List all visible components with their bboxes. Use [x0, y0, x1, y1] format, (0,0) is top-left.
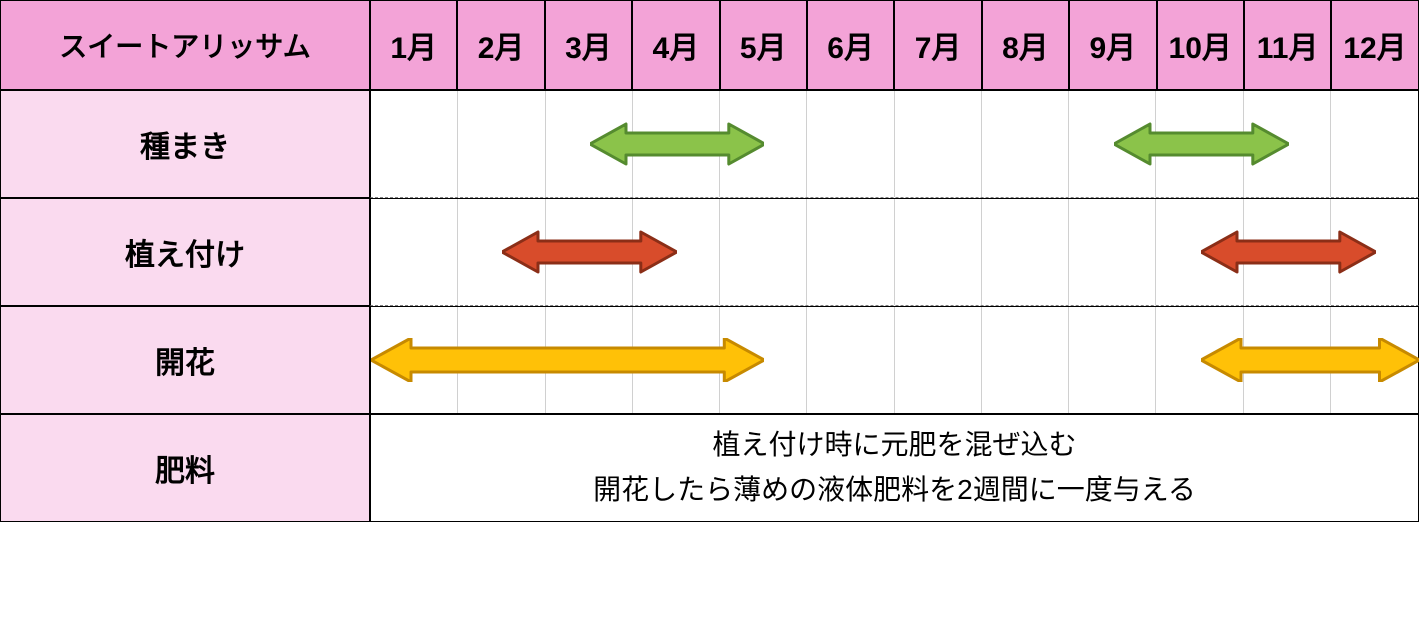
month-header: 10月	[1157, 0, 1244, 90]
calendar-title: スイートアリッサム	[0, 0, 370, 90]
timeline-planting	[370, 198, 1419, 306]
month-header: 6月	[807, 0, 894, 90]
fertilizer-note: 植え付け時に元肥を混ぜ込む 開花したら薄めの液体肥料を2週間に一度与える	[371, 415, 1418, 521]
period-arrow-icon	[1114, 122, 1289, 166]
row-label-sowing: 種まき	[0, 90, 370, 198]
month-headers: 1月2月3月4月5月6月7月8月9月10月11月12月	[370, 0, 1419, 90]
row-planting: 植え付け	[0, 198, 1419, 306]
fertilizer-note-cell: 植え付け時に元肥を混ぜ込む 開花したら薄めの液体肥料を2週間に一度与える	[370, 414, 1419, 522]
row-label-planting: 植え付け	[0, 198, 370, 306]
month-header: 9月	[1069, 0, 1156, 90]
row-label-fertilizer: 肥料	[0, 414, 370, 522]
period-arrow-icon	[1201, 338, 1419, 382]
month-header: 12月	[1331, 0, 1418, 90]
timeline-sowing	[370, 90, 1419, 198]
header-row: スイートアリッサム 1月2月3月4月5月6月7月8月9月10月11月12月	[0, 0, 1419, 90]
month-header: 8月	[982, 0, 1069, 90]
fertilizer-note-line2: 開花したら薄めの液体肥料を2週間に一度与える	[593, 468, 1196, 513]
timeline-flowering	[370, 306, 1419, 414]
month-header: 4月	[632, 0, 719, 90]
planting-calendar: スイートアリッサム 1月2月3月4月5月6月7月8月9月10月11月12月 種ま…	[0, 0, 1419, 624]
month-header: 5月	[720, 0, 807, 90]
row-label-flowering: 開花	[0, 306, 370, 414]
fertilizer-note-line1: 植え付け時に元肥を混ぜ込む	[712, 423, 1076, 468]
month-header: 11月	[1244, 0, 1331, 90]
row-sowing: 種まき	[0, 90, 1419, 198]
row-fertilizer: 肥料 植え付け時に元肥を混ぜ込む 開花したら薄めの液体肥料を2週間に一度与える	[0, 414, 1419, 522]
row-flowering: 開花	[0, 306, 1419, 414]
period-arrow-icon	[590, 122, 765, 166]
period-arrow-icon	[371, 338, 764, 382]
month-header: 3月	[545, 0, 632, 90]
month-header: 1月	[370, 0, 457, 90]
month-header: 7月	[894, 0, 981, 90]
month-header: 2月	[457, 0, 544, 90]
period-arrow-icon	[502, 230, 677, 274]
period-arrow-icon	[1201, 230, 1376, 274]
